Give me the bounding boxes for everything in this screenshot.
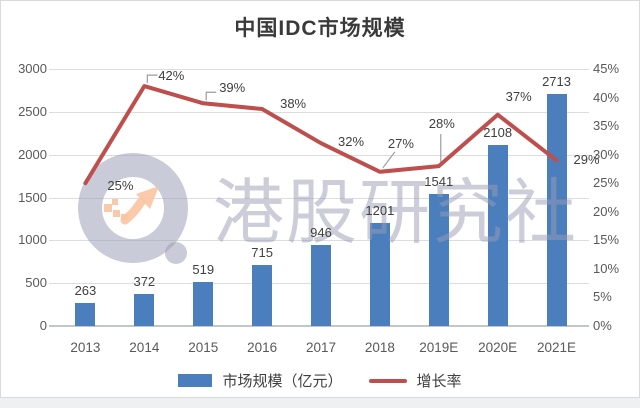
labels-layer: 263 2013 372 2014 519 2015 715 2016 946 2017 1201 2…: [1, 1, 639, 397]
x-axis-label: 2014: [129, 340, 160, 355]
legend-line-swatch-icon: [368, 378, 407, 383]
bar-value-label: 715: [251, 244, 273, 260]
bar-value-label: 263: [74, 283, 97, 299]
x-axis-label: 2019E: [419, 340, 459, 355]
bar: [252, 264, 273, 326]
y-axis-right-tick-label: 5%: [593, 289, 612, 305]
legend-bar-swatch-icon: [178, 374, 213, 387]
bar: [311, 244, 331, 326]
growth-rate-line: [83, 84, 559, 186]
bar: [428, 193, 449, 326]
x-axis-label: 2017: [305, 340, 337, 355]
y-axis-right-tick-label: 45%: [593, 61, 620, 76]
y-axis-right-tick-label: 35%: [593, 118, 620, 134]
y-axis-left-tick-label: 2000: [18, 146, 47, 162]
bar-value-label: 2108: [483, 125, 513, 141]
chart-card: 中国IDC市场规模 0 500 1000 1500 2000 2500 3000 0% 5% 10…: [0, 0, 640, 398]
y-axis-right-tick-label: 30%: [593, 146, 620, 162]
growth-line-layer: [83, 74, 559, 186]
line-point-label: 27%: [387, 135, 414, 151]
bar: [369, 223, 390, 326]
legend-label-market-size: 市场规模（亿元）: [222, 373, 343, 390]
line-point-label: 38%: [280, 95, 307, 111]
legend-item-growth-rate: 增长率: [368, 370, 462, 391]
bar-value-label: 1541: [424, 173, 454, 189]
line-point-label: 29%: [573, 152, 600, 168]
gridline: [49, 197, 589, 199]
bars-layer: [1, 1, 639, 397]
bar-value-label: 2713: [542, 73, 571, 89]
legend-item-market-size: 市场规模（亿元）: [178, 370, 343, 391]
bar-value-label: 519: [192, 261, 215, 277]
y-axis-left-tick-label: 1500: [18, 189, 47, 205]
x-axis-label: 2013: [70, 340, 101, 355]
y-axis-right-tick-label: 15%: [593, 232, 620, 248]
y-axis-right-tick-label: 25%: [593, 175, 620, 191]
bar: [134, 294, 155, 326]
bar-value-label: 1201: [365, 203, 395, 219]
x-axis-label: 2018: [364, 340, 395, 355]
chart-legend: 市场规模（亿元） 增长率: [1, 370, 639, 391]
x-axis-label: 2021E: [537, 340, 577, 355]
line-point-label: 32%: [337, 134, 365, 150]
x-axis-label: 2020E: [478, 340, 518, 355]
legend-label-growth-rate: 增长率: [416, 373, 462, 390]
watermark-logo-icon: [78, 153, 188, 264]
line-point-label: 39%: [219, 80, 246, 96]
watermark-text: 港股研究社: [213, 171, 579, 254]
y-axis-left-tick-label: 3000: [18, 61, 47, 76]
y-axis-left-tick-label: 1000: [18, 232, 47, 248]
x-axis-label: 2016: [247, 340, 278, 355]
bar-value-label: 946: [310, 224, 332, 240]
gridlines-layer: 0 500 1000 1500 2000 2500 3000 0% 5% 10% 15% 20% 25%…: [1, 1, 639, 397]
line-point-label: 28%: [428, 116, 455, 132]
label-leader-line: [382, 151, 396, 169]
bar: [193, 281, 214, 326]
chart-title: 中国IDC市场规模: [234, 17, 406, 40]
gridline: [49, 154, 589, 156]
watermark: 港股研究社: [1, 1, 639, 397]
bar: [487, 145, 508, 326]
gridline: [49, 325, 589, 327]
gridline: [49, 240, 589, 242]
y-axis-right-tick-label: 0%: [593, 318, 612, 333]
y-axis-right-tick-label: 40%: [593, 89, 620, 105]
y-axis-left-tick-label: 2500: [18, 103, 47, 119]
label-leader-line: [146, 74, 158, 84]
bar-value-label: 372: [133, 274, 156, 290]
line-point-label: 25%: [107, 178, 134, 194]
line-point-label: 37%: [505, 88, 532, 104]
y-axis-left-tick-label: 0: [39, 318, 47, 333]
y-axis-right-tick-label: 10%: [593, 260, 620, 276]
gridline: [49, 111, 589, 113]
line-point-label: 42%: [158, 68, 185, 84]
bar: [546, 93, 567, 326]
x-axis-label: 2015: [188, 340, 219, 355]
y-axis-left-tick-label: 500: [25, 275, 47, 291]
bar: [75, 303, 96, 326]
gridline: [49, 69, 589, 70]
y-axis-right-tick-label: 20%: [593, 203, 620, 219]
label-leader-line: [205, 91, 217, 101]
